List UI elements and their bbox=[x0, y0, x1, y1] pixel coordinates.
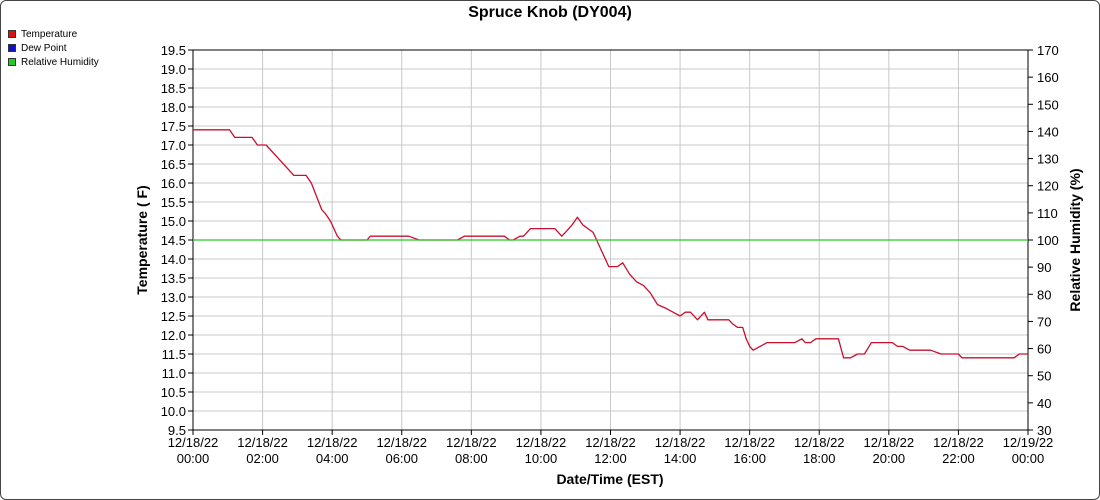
left-tick-label: 16.0 bbox=[161, 176, 186, 191]
x-axis-label: Date/Time (EST) bbox=[556, 471, 663, 487]
x-tick-label-date: 12/18/22 bbox=[376, 435, 427, 450]
right-tick-label: 30 bbox=[1037, 423, 1051, 438]
legend-label-temperature: Temperature bbox=[21, 28, 78, 40]
left-tick-label: 17.5 bbox=[161, 119, 186, 134]
left-tick-label: 9.5 bbox=[168, 423, 186, 438]
x-tick-label-date: 12/18/22 bbox=[933, 435, 984, 450]
left-tick-label: 14.0 bbox=[161, 252, 186, 267]
left-tick-label: 15.0 bbox=[161, 214, 186, 229]
series-line-temperature bbox=[193, 129, 1028, 359]
right-tick-label: 70 bbox=[1037, 314, 1051, 329]
right-tick-label: 90 bbox=[1037, 260, 1051, 275]
legend-item-relative-humidity: Relative Humidity bbox=[8, 55, 99, 69]
x-tick-label-date: 12/19/22 bbox=[1003, 435, 1054, 450]
left-tick-label: 14.5 bbox=[161, 233, 186, 248]
left-tick-label: 12.5 bbox=[161, 309, 186, 324]
left-tick-label: 12.0 bbox=[161, 328, 186, 343]
series-layer bbox=[193, 129, 1028, 359]
x-tick-label-time: 12:00 bbox=[594, 451, 627, 466]
x-tick-label-time: 00:00 bbox=[1012, 451, 1045, 466]
left-tick-label: 17.0 bbox=[161, 138, 186, 153]
right-tick-label: 160 bbox=[1037, 70, 1059, 85]
x-tick-label-time: 04:00 bbox=[316, 451, 349, 466]
left-tick-label: 11.0 bbox=[162, 366, 186, 381]
x-tick-label-time: 20:00 bbox=[873, 451, 906, 466]
x-tick-label-time: 10:00 bbox=[525, 451, 558, 466]
chart-title: Spruce Knob (DY004) bbox=[468, 4, 632, 21]
left-tick-label: 19.5 bbox=[161, 43, 186, 58]
x-tick-label-time: 18:00 bbox=[803, 451, 836, 466]
x-tick-label-time: 08:00 bbox=[455, 451, 488, 466]
x-tick-label-time: 02:00 bbox=[246, 451, 279, 466]
legend-item-temperature: Temperature bbox=[8, 27, 99, 41]
legend-label-dew-point: Dew Point bbox=[21, 42, 67, 54]
legend-label-relative-humidity: Relative Humidity bbox=[21, 56, 99, 68]
left-tick-label: 18.5 bbox=[161, 81, 186, 96]
legend-swatch-temperature bbox=[8, 30, 16, 38]
right-tick-label: 170 bbox=[1037, 43, 1059, 58]
left-tick-label: 18.0 bbox=[161, 100, 186, 115]
right-axis-ticks: 30 40 50 60 70 80 90 100 110 120 130 140 150 160 170 bbox=[1028, 43, 1059, 438]
right-tick-label: 150 bbox=[1037, 97, 1059, 112]
x-tick-label-date: 12/18/22 bbox=[516, 435, 567, 450]
x-tick-label-time: 22:00 bbox=[942, 451, 975, 466]
left-tick-label: 15.5 bbox=[161, 195, 186, 210]
y-axis-label-right: Relative Humidity (%) bbox=[1067, 168, 1083, 311]
left-tick-label: 13.5 bbox=[161, 271, 186, 286]
right-tick-label: 50 bbox=[1037, 369, 1051, 384]
right-tick-label: 110 bbox=[1037, 206, 1058, 221]
left-tick-label: 10.0 bbox=[161, 404, 186, 419]
right-tick-label: 130 bbox=[1037, 152, 1059, 167]
left-tick-label: 16.5 bbox=[161, 157, 186, 172]
legend: Temperature Dew Point Relative Humidity bbox=[8, 27, 99, 69]
right-tick-label: 40 bbox=[1037, 396, 1051, 411]
left-tick-label: 13.0 bbox=[161, 290, 186, 305]
left-tick-label: 11.5 bbox=[162, 347, 186, 362]
x-tick-label-time: 00:00 bbox=[177, 451, 210, 466]
x-tick-label-date: 12/18/22 bbox=[864, 435, 915, 450]
right-tick-label: 80 bbox=[1037, 287, 1051, 302]
x-tick-label-date: 12/18/22 bbox=[237, 435, 288, 450]
x-tick-label-date: 12/18/22 bbox=[585, 435, 636, 450]
right-tick-label: 60 bbox=[1037, 342, 1051, 357]
legend-swatch-dew-point bbox=[8, 44, 16, 52]
x-tick-label-date: 12/18/22 bbox=[724, 435, 775, 450]
x-tick-label-time: 06:00 bbox=[385, 451, 418, 466]
legend-item-dew-point: Dew Point bbox=[8, 41, 99, 55]
x-tick-label-date: 12/18/22 bbox=[307, 435, 358, 450]
left-tick-label: 19.0 bbox=[161, 62, 186, 77]
x-axis-ticks: 12/18/2200:0012/18/2202:0012/18/2204:001… bbox=[168, 430, 1054, 466]
x-tick-label-time: 16:00 bbox=[733, 451, 766, 466]
legend-swatch-relative-humidity bbox=[8, 58, 16, 66]
left-axis-ticks: 9.5 10.0 10.5 11.0 11.5 12.0 12.5 13.0 13.5 14.0 1… bbox=[161, 43, 193, 438]
x-tick-label-date: 12/18/22 bbox=[794, 435, 845, 450]
x-tick-label-date: 12/18/22 bbox=[168, 435, 219, 450]
right-tick-label: 100 bbox=[1037, 233, 1059, 248]
left-tick-label: 10.5 bbox=[161, 385, 186, 400]
x-tick-label-date: 12/18/22 bbox=[655, 435, 706, 450]
x-tick-label-time: 14:00 bbox=[664, 451, 697, 466]
right-tick-label: 120 bbox=[1037, 179, 1059, 194]
right-tick-label: 140 bbox=[1037, 124, 1059, 139]
x-tick-label-date: 12/18/22 bbox=[446, 435, 497, 450]
y-axis-label-left: Temperature ( F) bbox=[134, 185, 150, 294]
